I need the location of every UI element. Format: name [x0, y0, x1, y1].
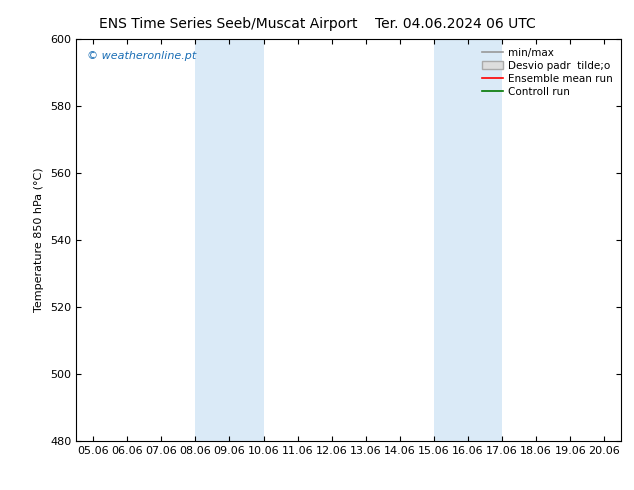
- Y-axis label: Temperature 850 hPa (°C): Temperature 850 hPa (°C): [34, 168, 44, 313]
- Title: ENS Time Series Seeb/Muscat Airport      Ter. 04.06.2024 06 UTC: ENS Time Series Seeb/Muscat Airport Ter.…: [0, 489, 1, 490]
- Legend: min/max, Desvio padr  tilde;o, Ensemble mean run, Controll run: min/max, Desvio padr tilde;o, Ensemble m…: [479, 45, 616, 100]
- Text: © weatheronline.pt: © weatheronline.pt: [87, 51, 197, 61]
- Bar: [195, 39, 264, 441]
- Bar: [434, 39, 502, 441]
- Text: ENS Time Series Seeb/Muscat Airport    Ter. 04.06.2024 06 UTC: ENS Time Series Seeb/Muscat Airport Ter.…: [99, 17, 535, 31]
